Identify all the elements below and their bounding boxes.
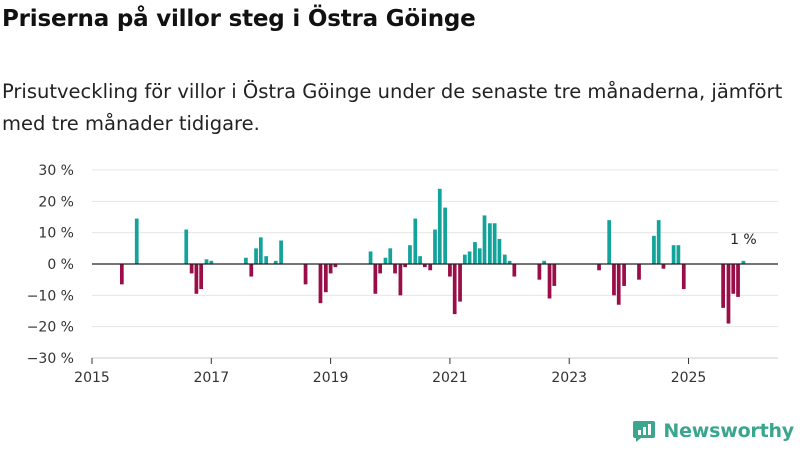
y-tick-label: −10 % xyxy=(27,288,74,304)
bar xyxy=(473,242,477,264)
bar xyxy=(637,264,641,280)
bar xyxy=(482,215,487,264)
bar xyxy=(408,245,412,264)
bar xyxy=(437,188,442,264)
bar xyxy=(383,257,388,264)
bar xyxy=(393,264,397,274)
bars xyxy=(119,188,746,324)
x-tick-label: 2019 xyxy=(313,370,349,386)
brand-logo: Newsworthy xyxy=(631,418,794,444)
bar xyxy=(119,264,124,285)
bar xyxy=(388,248,393,264)
bar xyxy=(721,264,725,308)
bar xyxy=(542,260,547,264)
bar xyxy=(418,256,422,264)
bar xyxy=(433,229,437,264)
bar xyxy=(398,264,403,296)
bar xyxy=(184,229,189,264)
bar xyxy=(492,223,497,264)
bar xyxy=(254,248,258,264)
y-tick-label: 10 % xyxy=(38,226,74,242)
bar xyxy=(209,260,214,264)
bar xyxy=(681,264,686,290)
bar xyxy=(194,264,199,294)
x-tick-label: 2023 xyxy=(551,370,587,386)
newsworthy-logo-icon xyxy=(633,421,656,442)
bar xyxy=(134,218,139,264)
bar xyxy=(204,259,209,264)
bar xyxy=(199,264,204,290)
bar xyxy=(258,237,263,264)
bar xyxy=(443,207,448,264)
bar xyxy=(656,220,661,264)
data-label: 1 % xyxy=(730,232,757,248)
bar xyxy=(552,264,557,286)
bar xyxy=(452,264,457,315)
bar xyxy=(612,264,616,296)
bar xyxy=(273,260,278,264)
bar xyxy=(676,245,681,264)
x-tick-label: 2015 xyxy=(74,370,110,386)
bar xyxy=(458,264,462,302)
bar xyxy=(422,264,427,268)
bar xyxy=(244,257,248,264)
y-tick-label: −30 % xyxy=(27,351,74,367)
bar xyxy=(726,264,731,324)
x-tick-label: 2021 xyxy=(432,370,468,386)
bar xyxy=(497,238,502,264)
bar xyxy=(462,254,467,264)
bar xyxy=(467,251,472,264)
bar xyxy=(507,260,512,264)
bar xyxy=(264,256,269,264)
bar xyxy=(537,264,542,280)
bar xyxy=(731,264,736,294)
bar xyxy=(512,264,517,277)
bar xyxy=(328,264,333,274)
bar xyxy=(378,264,382,274)
bar xyxy=(448,264,452,277)
bar xyxy=(622,264,626,286)
bar xyxy=(279,240,283,264)
bar xyxy=(403,264,408,268)
chart-title: Priserna på villor steg i Östra Göinge xyxy=(2,6,476,32)
bar xyxy=(428,264,433,271)
y-tick-label: 30 % xyxy=(38,163,74,179)
x-tick-label: 2017 xyxy=(193,370,229,386)
bar xyxy=(303,264,308,285)
y-tick-label: 20 % xyxy=(38,194,74,210)
bar xyxy=(249,264,254,277)
bar xyxy=(547,264,552,299)
chart-subtitle: Prisutveckling för villor i Östra Göinge… xyxy=(2,80,783,135)
y-tick-label: 0 % xyxy=(47,257,74,273)
bar xyxy=(333,264,338,268)
bar xyxy=(368,251,373,264)
x-tick-label: 2025 xyxy=(671,370,707,386)
bar xyxy=(736,264,740,297)
bar xyxy=(502,254,507,264)
bar xyxy=(477,248,482,264)
axes: 30 % 20 % 10 % 0 % −10 % −20 % −30 %2015 2017 20… xyxy=(27,163,778,386)
bar xyxy=(488,223,492,264)
bar xyxy=(741,260,746,264)
bar xyxy=(616,264,621,305)
bar xyxy=(661,264,666,269)
bar xyxy=(323,264,328,293)
brand-name: Newsworthy xyxy=(663,420,794,442)
data-labels: 1 % xyxy=(730,232,757,248)
bar xyxy=(413,218,418,264)
bar xyxy=(373,264,378,294)
bar xyxy=(597,264,601,271)
bar xyxy=(607,220,612,264)
bar xyxy=(671,245,676,264)
bar xyxy=(318,264,323,304)
bar xyxy=(652,235,656,264)
bar xyxy=(189,264,194,274)
y-tick-label: −20 % xyxy=(27,320,74,336)
